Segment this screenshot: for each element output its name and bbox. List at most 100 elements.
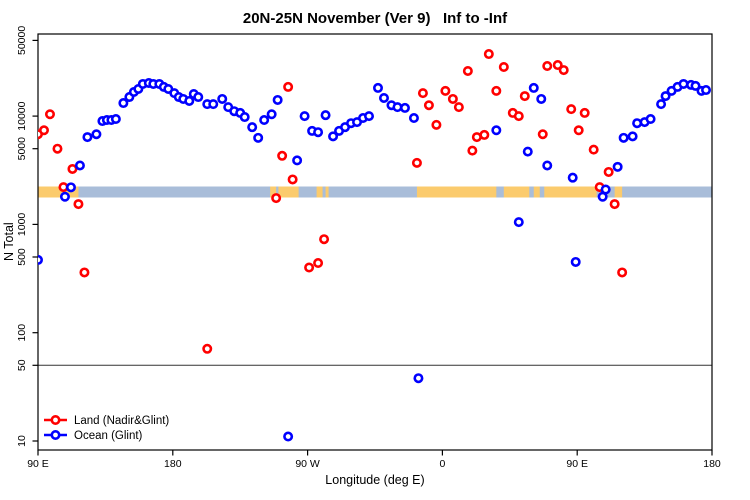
legend-item: Ocean (Glint) bbox=[44, 429, 143, 442]
x-tick-label: 180 bbox=[703, 458, 721, 470]
scatter-point bbox=[292, 155, 303, 166]
scatter-point bbox=[656, 99, 667, 110]
scatter-point bbox=[408, 113, 419, 124]
scatter-point bbox=[498, 62, 509, 73]
map-band-land-segment bbox=[533, 186, 540, 198]
scatter-point bbox=[266, 109, 277, 120]
map-band-land-segment bbox=[270, 186, 277, 198]
scatter-point bbox=[483, 49, 494, 60]
scatter-point bbox=[573, 125, 584, 136]
scatter-point bbox=[253, 132, 264, 143]
scatter-point bbox=[491, 85, 502, 96]
y-tick-label: 50 bbox=[16, 359, 28, 371]
scatter-point bbox=[528, 82, 539, 93]
scatter-point bbox=[537, 129, 548, 140]
scatter-point bbox=[701, 85, 712, 96]
scatter-point bbox=[59, 191, 70, 202]
scatter-point bbox=[364, 111, 375, 122]
scatter-point bbox=[319, 234, 330, 245]
scatter-point bbox=[320, 110, 331, 121]
scatter-point bbox=[603, 166, 614, 177]
scatter-point bbox=[82, 132, 93, 143]
scatter-point bbox=[588, 144, 599, 155]
scatter-point bbox=[522, 146, 533, 157]
scatter-point bbox=[552, 60, 563, 71]
scatter-point bbox=[447, 93, 458, 104]
scatter-point bbox=[618, 132, 629, 143]
scatter-point bbox=[287, 174, 298, 185]
y-axis: 10 50 100 500 1000 5000 10000 50000 bbox=[16, 26, 38, 447]
scatter-point bbox=[536, 93, 547, 104]
scatter-point bbox=[372, 82, 383, 93]
scatter-point bbox=[91, 129, 102, 140]
scatter-point bbox=[660, 91, 671, 102]
series-ocean bbox=[38, 78, 712, 442]
plot-box bbox=[37, 33, 713, 451]
scatter-point bbox=[632, 118, 643, 129]
scatter-point bbox=[542, 160, 553, 171]
x-tick-label: 180 bbox=[164, 458, 182, 470]
scatter-point bbox=[627, 131, 638, 142]
scatter-point bbox=[513, 217, 524, 228]
scatter-point bbox=[513, 111, 524, 122]
scatter-point bbox=[65, 182, 76, 193]
y-tick-label: 1000 bbox=[16, 213, 28, 237]
scatter-point bbox=[579, 107, 590, 118]
scatter-point bbox=[239, 112, 250, 123]
scatter-point bbox=[612, 161, 623, 172]
scatter-point bbox=[690, 80, 701, 91]
scatter-point bbox=[272, 94, 283, 105]
chart-title: 20N-25N November (Ver 9) Inf to -Inf bbox=[242, 10, 508, 27]
y-tick-label: 100 bbox=[16, 324, 28, 342]
scatter-point bbox=[645, 114, 656, 125]
scatter-point bbox=[67, 163, 78, 174]
scatter-point bbox=[462, 65, 473, 76]
scatter-point bbox=[431, 119, 442, 130]
scatter-point bbox=[467, 145, 478, 156]
scatter-point bbox=[617, 267, 628, 278]
scatter-point bbox=[283, 431, 294, 442]
scatter-point bbox=[283, 81, 294, 92]
scatter-point bbox=[378, 92, 389, 103]
map-band-land-segment bbox=[544, 186, 597, 198]
x-axis-title: Longitude (deg E) bbox=[325, 473, 425, 487]
scatter-point bbox=[208, 99, 219, 110]
scatter-point bbox=[313, 127, 324, 138]
scatter-point bbox=[74, 160, 85, 171]
scatter-point bbox=[247, 122, 258, 133]
scatter-point bbox=[52, 143, 63, 154]
map-band-land-segment bbox=[316, 186, 323, 198]
scatter-point bbox=[453, 102, 464, 113]
map-band-land-segment bbox=[614, 186, 623, 198]
map-band-land-segment bbox=[503, 186, 530, 198]
scatter-point bbox=[567, 172, 578, 183]
scatter-point bbox=[38, 125, 49, 136]
scatter-point bbox=[193, 92, 204, 103]
scatter-point bbox=[423, 100, 434, 111]
scatter-point bbox=[217, 93, 228, 104]
scatter-point bbox=[542, 61, 553, 72]
x-tick-label: 90 W bbox=[295, 458, 320, 470]
legend-label: Land (Nadir&Glint) bbox=[74, 415, 169, 427]
scatter-point bbox=[417, 88, 428, 99]
scatter-point bbox=[110, 114, 121, 125]
scatter-point bbox=[271, 193, 282, 204]
scatter-point bbox=[38, 254, 43, 265]
y-tick-label: 500 bbox=[16, 248, 28, 266]
scatter-point bbox=[411, 157, 422, 168]
scatter-point bbox=[277, 150, 288, 161]
scatter-point bbox=[570, 256, 581, 267]
scatter-point bbox=[73, 199, 84, 210]
x-tick-label: 90 E bbox=[566, 458, 588, 470]
map-band-land-segment bbox=[325, 186, 329, 198]
map-band-land-segment bbox=[278, 186, 299, 198]
scatter-point bbox=[299, 111, 310, 122]
scatter-point bbox=[399, 102, 410, 113]
scatter-point bbox=[304, 262, 315, 273]
scatter-point bbox=[184, 95, 195, 106]
series-land bbox=[38, 49, 628, 354]
map-band-land-segment bbox=[416, 186, 497, 198]
scatter-point bbox=[558, 65, 569, 76]
